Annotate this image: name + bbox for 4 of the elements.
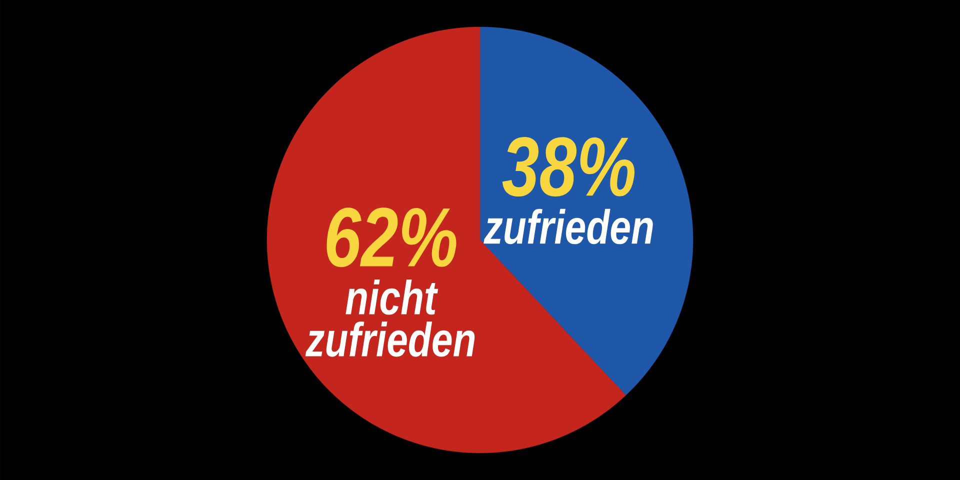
slice-label: nicht zufrieden (305, 279, 475, 357)
data-label: 38% (502, 137, 634, 197)
slice-label: zufrieden (484, 208, 653, 244)
data-label: 62% (326, 208, 456, 268)
